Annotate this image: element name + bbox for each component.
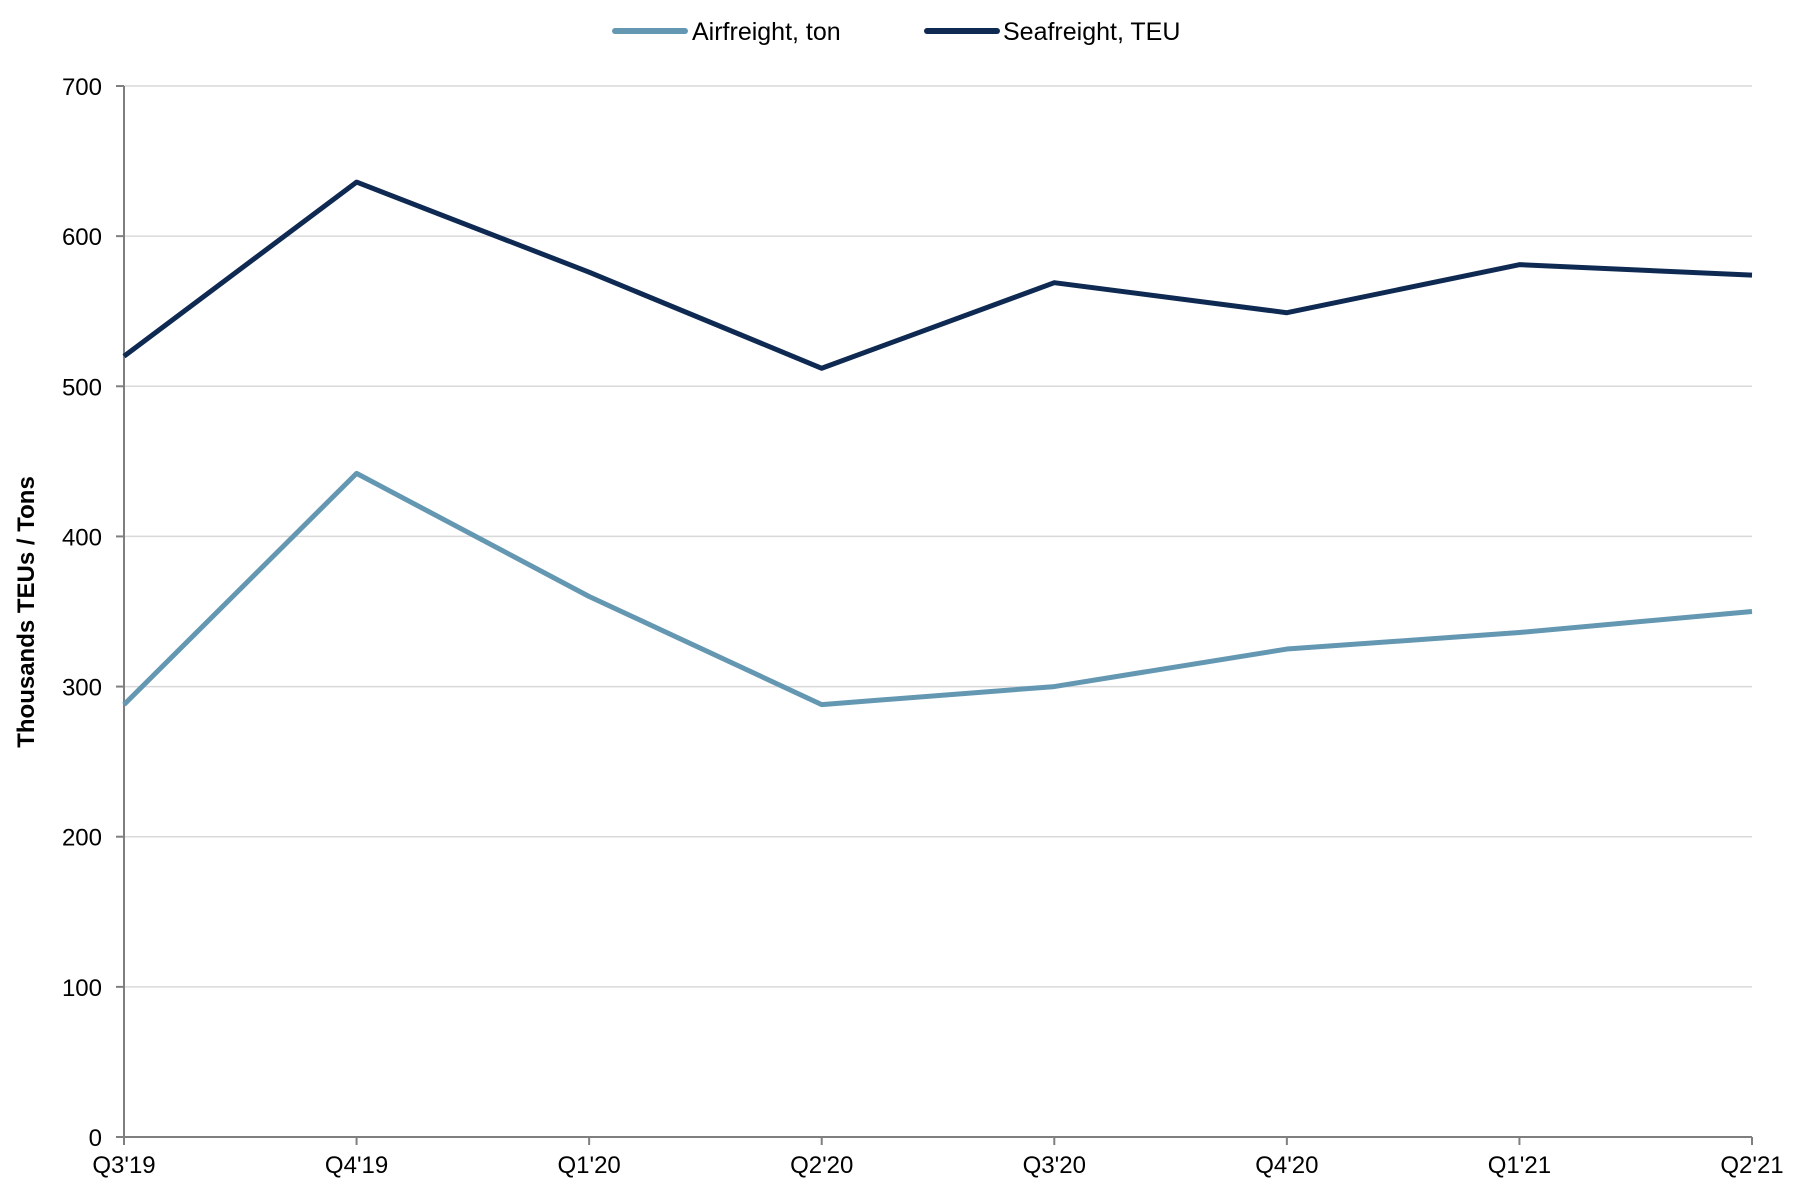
series-line-airfreight xyxy=(122,470,1753,708)
x-tick-label: Q4'19 xyxy=(325,1152,388,1179)
x-tick-label: Q1'21 xyxy=(1488,1152,1551,1179)
y-axis-title: Thousands TEUs / Tons xyxy=(13,476,40,748)
y-tick-label: 0 xyxy=(89,1125,102,1152)
legend-label: Airfreight, ton xyxy=(692,18,841,46)
legend-label: Seafreight, TEU xyxy=(1003,18,1180,46)
legend-item: Seafreight, TEU xyxy=(924,18,1180,46)
y-tick-label: 300 xyxy=(62,675,102,702)
y-tick-label: 200 xyxy=(62,825,102,852)
legend-item: Airfreight, ton xyxy=(612,18,841,46)
y-tick-label: 600 xyxy=(62,224,102,251)
x-tick-label: Q3'19 xyxy=(92,1152,155,1179)
series-lines xyxy=(122,179,1753,708)
series-line-seafreight xyxy=(122,179,1753,371)
axes: 0 100 200 300 400 500 600 700 Q3'19 Q4'19 Q1'20 Q2'… xyxy=(62,74,1784,1179)
x-tick-label: Q2'21 xyxy=(1720,1152,1783,1179)
x-tick-label: Q2'20 xyxy=(790,1152,853,1179)
gridlines xyxy=(124,85,1752,988)
y-tick-label: 400 xyxy=(62,524,102,551)
legend: Airfreight, ton Seafreight, TEU xyxy=(612,18,1180,46)
x-tick-label: Q1'20 xyxy=(557,1152,620,1179)
y-tick-label: 100 xyxy=(62,975,102,1002)
y-tick-label: 700 xyxy=(62,74,102,101)
x-tick-label: Q3'20 xyxy=(1023,1152,1086,1179)
x-tick-label: Q4'20 xyxy=(1255,1152,1318,1179)
y-tick-label: 500 xyxy=(62,374,102,401)
